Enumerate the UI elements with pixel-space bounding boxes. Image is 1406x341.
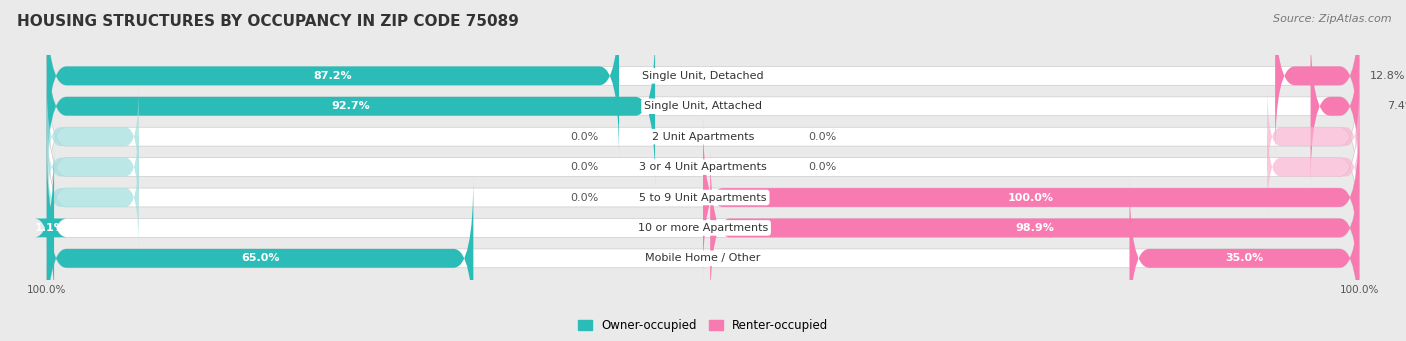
FancyBboxPatch shape bbox=[46, 55, 1360, 219]
FancyBboxPatch shape bbox=[46, 116, 1360, 279]
Text: 7.4%: 7.4% bbox=[1388, 101, 1406, 111]
FancyBboxPatch shape bbox=[1129, 177, 1360, 340]
Text: 0.0%: 0.0% bbox=[808, 132, 837, 142]
Text: Single Unit, Attached: Single Unit, Attached bbox=[644, 101, 762, 111]
FancyBboxPatch shape bbox=[46, 146, 139, 249]
FancyBboxPatch shape bbox=[46, 85, 139, 188]
FancyBboxPatch shape bbox=[46, 85, 1360, 249]
Text: 0.0%: 0.0% bbox=[808, 162, 837, 172]
Text: 5 to 9 Unit Apartments: 5 to 9 Unit Apartments bbox=[640, 193, 766, 203]
FancyBboxPatch shape bbox=[1267, 85, 1360, 188]
Text: 3 or 4 Unit Apartments: 3 or 4 Unit Apartments bbox=[640, 162, 766, 172]
Text: 35.0%: 35.0% bbox=[1225, 253, 1264, 263]
FancyBboxPatch shape bbox=[46, 146, 1360, 310]
Text: 1.1%: 1.1% bbox=[35, 223, 66, 233]
Text: 0.0%: 0.0% bbox=[569, 193, 598, 203]
FancyBboxPatch shape bbox=[1275, 0, 1360, 158]
Text: Mobile Home / Other: Mobile Home / Other bbox=[645, 253, 761, 263]
Text: 2 Unit Apartments: 2 Unit Apartments bbox=[652, 132, 754, 142]
Text: 100.0%: 100.0% bbox=[1008, 193, 1054, 203]
Text: 98.9%: 98.9% bbox=[1015, 223, 1054, 233]
FancyBboxPatch shape bbox=[46, 177, 474, 340]
FancyBboxPatch shape bbox=[46, 0, 619, 158]
FancyBboxPatch shape bbox=[34, 146, 66, 310]
Text: 10 or more Apartments: 10 or more Apartments bbox=[638, 223, 768, 233]
Text: 92.7%: 92.7% bbox=[332, 101, 370, 111]
Text: 65.0%: 65.0% bbox=[240, 253, 280, 263]
FancyBboxPatch shape bbox=[703, 116, 1360, 279]
FancyBboxPatch shape bbox=[1267, 116, 1360, 219]
FancyBboxPatch shape bbox=[46, 177, 1360, 340]
FancyBboxPatch shape bbox=[46, 25, 655, 188]
Text: HOUSING STRUCTURES BY OCCUPANCY IN ZIP CODE 75089: HOUSING STRUCTURES BY OCCUPANCY IN ZIP C… bbox=[17, 14, 519, 29]
FancyBboxPatch shape bbox=[1310, 25, 1360, 188]
Text: 12.8%: 12.8% bbox=[1369, 71, 1405, 81]
Text: 87.2%: 87.2% bbox=[314, 71, 353, 81]
Text: Source: ZipAtlas.com: Source: ZipAtlas.com bbox=[1274, 14, 1392, 24]
FancyBboxPatch shape bbox=[46, 25, 1360, 188]
FancyBboxPatch shape bbox=[46, 116, 139, 219]
Text: 0.0%: 0.0% bbox=[569, 162, 598, 172]
Text: 0.0%: 0.0% bbox=[569, 132, 598, 142]
FancyBboxPatch shape bbox=[710, 146, 1360, 310]
Legend: Owner-occupied, Renter-occupied: Owner-occupied, Renter-occupied bbox=[572, 314, 834, 337]
Text: Single Unit, Detached: Single Unit, Detached bbox=[643, 71, 763, 81]
FancyBboxPatch shape bbox=[46, 0, 1360, 158]
